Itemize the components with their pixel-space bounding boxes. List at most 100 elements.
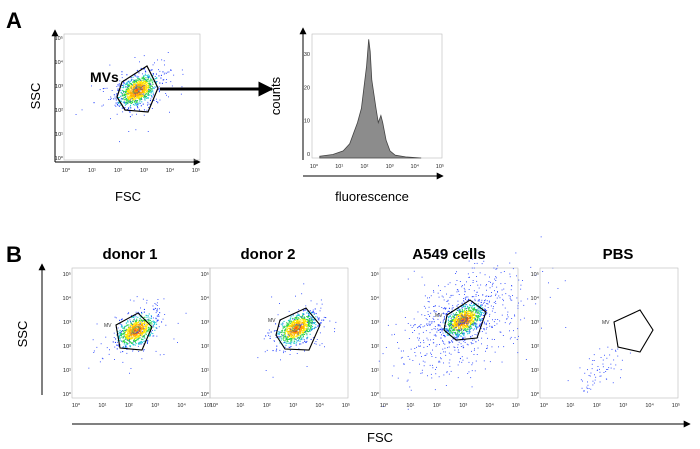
event-dot — [446, 293, 447, 295]
event-dot — [132, 320, 134, 322]
event-dot — [154, 329, 156, 331]
event-dot — [489, 361, 491, 363]
event-dot — [442, 348, 444, 350]
event-dot — [157, 319, 159, 321]
event-dot — [138, 85, 140, 87]
event-dot — [293, 322, 295, 324]
event-dot — [586, 388, 588, 389]
event-dot — [315, 324, 317, 326]
event-dot — [156, 77, 158, 79]
event-dot — [123, 82, 125, 84]
event-dot — [140, 81, 142, 83]
event-dot — [470, 318, 472, 320]
event-dot — [128, 337, 130, 339]
event-dot — [125, 92, 127, 94]
event-dot — [115, 105, 117, 107]
event-dot — [284, 341, 285, 343]
event-dot — [304, 319, 306, 321]
event-dot — [137, 84, 139, 86]
event-dot — [517, 305, 519, 307]
event-dot — [147, 76, 149, 78]
event-dot — [592, 360, 594, 361]
event-dot — [127, 91, 129, 93]
event-dot — [134, 93, 136, 95]
event-dot — [420, 372, 422, 374]
event-dot — [480, 320, 481, 322]
event-dot — [477, 314, 479, 316]
event-dot — [161, 59, 163, 61]
event-dot — [458, 329, 460, 330]
event-dot — [421, 276, 423, 278]
event-dot — [512, 295, 513, 296]
event-dot — [138, 323, 140, 325]
event-dot — [151, 85, 153, 87]
event-dot — [455, 284, 457, 286]
event-dot — [418, 339, 420, 341]
event-dot — [292, 324, 294, 326]
event-dot — [154, 307, 156, 309]
event-dot — [117, 344, 119, 346]
event-dot — [137, 102, 139, 104]
event-dot — [511, 318, 513, 319]
event-dot — [300, 330, 302, 332]
event-dot — [145, 74, 147, 76]
event-dot — [128, 82, 130, 84]
event-dot — [449, 342, 451, 343]
event-dot — [130, 334, 132, 336]
event-dot — [441, 328, 443, 330]
event-dot — [446, 334, 448, 336]
event-dot — [484, 305, 486, 307]
event-dot — [170, 69, 172, 71]
event-dot — [136, 93, 138, 95]
event-dot — [136, 95, 138, 97]
event-dot — [477, 309, 479, 311]
event-dot — [465, 308, 467, 310]
event-dot — [473, 354, 475, 355]
event-dot — [141, 88, 143, 90]
event-dot — [150, 85, 152, 87]
event-dot — [602, 363, 604, 365]
event-dot — [158, 326, 160, 328]
event-dot — [471, 322, 473, 324]
event-dot — [457, 377, 459, 379]
event-dot — [450, 329, 452, 331]
event-dot — [469, 328, 471, 330]
event-dot — [304, 317, 306, 319]
event-dot — [435, 334, 436, 336]
event-dot — [143, 75, 145, 77]
event-dot — [120, 100, 122, 102]
event-dot — [141, 327, 143, 329]
event-dot — [469, 315, 471, 317]
event-dot — [132, 86, 134, 88]
event-dot — [309, 333, 311, 335]
event-dot — [150, 77, 152, 79]
event-dot — [291, 341, 293, 343]
event-dot — [150, 315, 152, 317]
event-dot — [158, 86, 160, 88]
event-dot — [143, 322, 145, 324]
event-dot — [271, 296, 273, 298]
event-dot — [127, 331, 129, 333]
event-dot — [448, 352, 450, 354]
event-dot — [457, 346, 459, 348]
event-dot — [438, 360, 440, 362]
event-dot — [132, 93, 134, 95]
event-dot — [182, 73, 184, 75]
event-dot — [483, 328, 485, 329]
event-dot — [300, 336, 302, 338]
event-dot — [302, 320, 304, 322]
event-dot — [296, 322, 298, 324]
event-dot — [127, 320, 129, 322]
event-dot — [148, 335, 150, 337]
event-dot — [138, 96, 140, 98]
event-dot — [290, 332, 292, 334]
event-dot — [453, 325, 454, 327]
event-dot — [295, 336, 297, 338]
event-dot — [156, 77, 158, 79]
event-dot — [292, 335, 294, 337]
event-dot — [482, 315, 484, 316]
tick-label: 10⁴ — [645, 402, 654, 409]
event-dot — [303, 331, 305, 333]
event-dot — [123, 94, 125, 96]
event-dot — [463, 329, 465, 331]
